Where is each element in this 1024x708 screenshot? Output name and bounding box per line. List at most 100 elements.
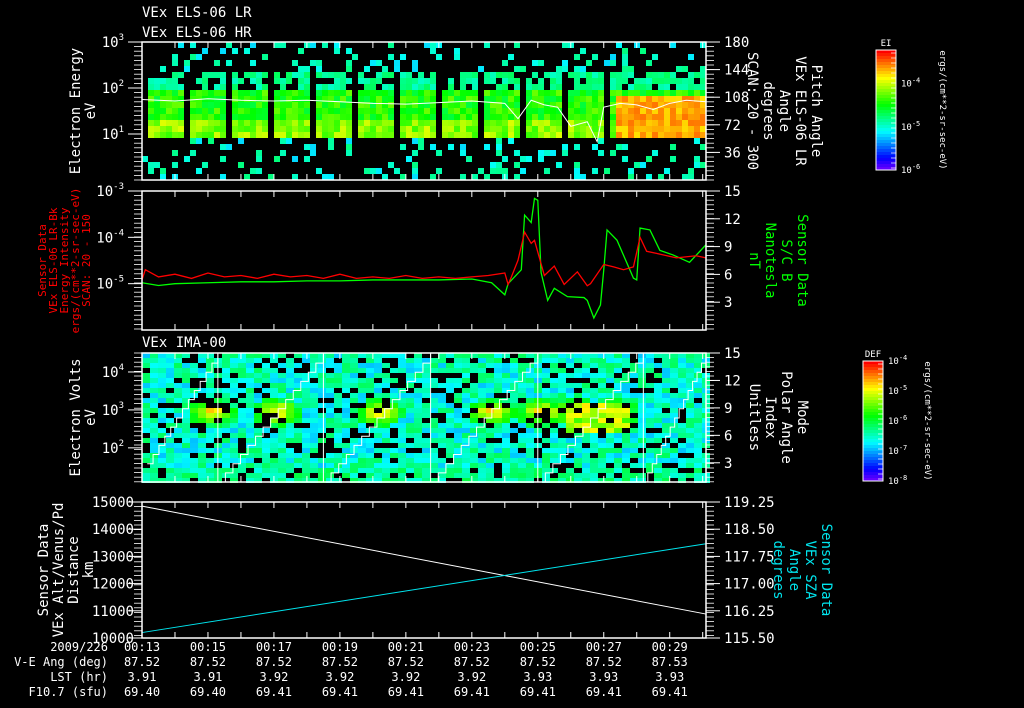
- spectrogram-cell: [616, 114, 622, 120]
- spectrogram-cell: [484, 120, 490, 126]
- spectrogram-cell: [206, 468, 214, 473]
- spectrogram-cell: [358, 368, 366, 373]
- spectrogram-cell: [202, 132, 208, 138]
- spectrogram-cell: [322, 108, 328, 114]
- spectrogram-cell: [688, 132, 694, 138]
- spectrogram-cell: [558, 413, 566, 418]
- spectrogram-cell: [662, 373, 670, 378]
- spectrogram-cell: [412, 96, 418, 102]
- spectrogram-cell: [366, 438, 374, 443]
- spectrogram-cell: [302, 373, 310, 378]
- spectrogram-cell: [502, 398, 510, 403]
- spectrogram-cell: [654, 408, 662, 413]
- y-tick-base: 10: [102, 441, 119, 457]
- spectrogram-cell: [678, 478, 686, 483]
- spectrogram-cell: [350, 393, 358, 398]
- spectrogram-cell: [406, 478, 414, 483]
- spectrogram-cell: [604, 168, 610, 174]
- spectrogram-cell: [542, 358, 550, 363]
- spectrogram-cell: [682, 78, 688, 84]
- spectrogram-cell: [142, 358, 150, 363]
- spectrogram-cell: [544, 168, 550, 174]
- spectrogram-cell: [654, 468, 662, 473]
- spectrogram-cell: [366, 413, 374, 418]
- spectrogram-cell: [502, 453, 510, 458]
- spectrogram-cell: [340, 102, 346, 108]
- spectrogram-cell: [590, 388, 598, 393]
- spectrogram-cell: [678, 368, 686, 373]
- spectrogram-cell: [518, 443, 526, 448]
- spectrogram-cell: [382, 114, 388, 120]
- spectrogram-cell: [670, 383, 678, 388]
- spectrogram-cell: [414, 473, 422, 478]
- spectrogram-cell: [376, 72, 382, 78]
- spectrogram-cell: [294, 453, 302, 458]
- spectrogram-cell: [280, 78, 286, 84]
- spectrogram-cell: [358, 102, 364, 108]
- spectrogram-cell: [346, 102, 352, 108]
- spectrogram-cell: [490, 90, 496, 96]
- spectrogram-cell: [172, 60, 178, 66]
- spectrogram-cell: [178, 114, 184, 120]
- spectrogram-cell: [598, 468, 606, 473]
- spectrogram-cell: [676, 120, 682, 126]
- colorbar-swatch: [863, 463, 883, 467]
- spectrogram-cell: [400, 90, 406, 96]
- spectrogram-cell: [670, 433, 678, 438]
- spectrogram-cell: [592, 108, 598, 114]
- spectrogram-cell: [622, 373, 630, 378]
- spectrogram-cell: [376, 96, 382, 102]
- spectrogram-cell: [274, 126, 280, 132]
- spectrogram-cell: [398, 463, 406, 468]
- spectrogram-cell: [550, 114, 556, 120]
- spectrogram-cell: [160, 78, 166, 84]
- spectrogram-cell: [472, 126, 478, 132]
- spectrogram-cell: [150, 453, 158, 458]
- spectrogram-cell: [150, 383, 158, 388]
- spectrogram-cell: [532, 84, 538, 90]
- spectrogram-cell: [358, 363, 366, 368]
- spectrogram-cell: [174, 478, 182, 483]
- spectrogram-cell: [286, 418, 294, 423]
- spectrogram-cell: [278, 398, 286, 403]
- spectrogram-cell: [448, 114, 454, 120]
- spectrogram-cell: [582, 368, 590, 373]
- spectrogram-cell: [478, 428, 486, 433]
- spectrogram-cell: [574, 458, 582, 463]
- spectrogram-cell: [446, 378, 454, 383]
- spectrogram-cell: [256, 120, 262, 126]
- spectrogram-cell: [694, 403, 702, 408]
- spectrogram-cell: [422, 413, 430, 418]
- spectrogram-cell: [622, 478, 630, 483]
- spectrogram-cell: [262, 438, 270, 443]
- colorbar-swatch: [863, 454, 883, 458]
- spectrogram-cell: [158, 363, 166, 368]
- spectrogram-cell: [470, 398, 478, 403]
- spectrogram-cell: [398, 438, 406, 443]
- spectrogram-cell: [526, 433, 534, 438]
- spectrogram-cell: [700, 84, 706, 90]
- spectrogram-cell: [414, 443, 422, 448]
- spectrogram-cell: [150, 438, 158, 443]
- spectrogram-cell: [638, 358, 646, 363]
- spectrogram-cell: [370, 120, 376, 126]
- y-tick-base: 10: [102, 365, 119, 381]
- spectrogram-cell: [694, 378, 702, 383]
- spectrogram-cell: [638, 418, 646, 423]
- spectrogram-cell: [574, 358, 582, 363]
- spectrogram-cell: [238, 90, 244, 96]
- spectrogram-cell: [430, 126, 436, 132]
- spectrogram-cell: [220, 84, 226, 90]
- spectrogram-cell: [262, 72, 268, 78]
- spectrogram-cell: [390, 378, 398, 383]
- spectrogram-cell: [256, 150, 262, 156]
- spectrogram-cell: [230, 448, 238, 453]
- spectrogram-cell: [148, 108, 154, 114]
- spectrogram-cell: [316, 90, 322, 96]
- spectrogram-cell: [232, 120, 238, 126]
- spectrogram-cell: [166, 478, 174, 483]
- spectrogram-cell: [422, 358, 430, 363]
- spectrogram-cell: [670, 120, 676, 126]
- spectrogram-cell: [694, 156, 700, 162]
- spectrogram-cell: [558, 438, 566, 443]
